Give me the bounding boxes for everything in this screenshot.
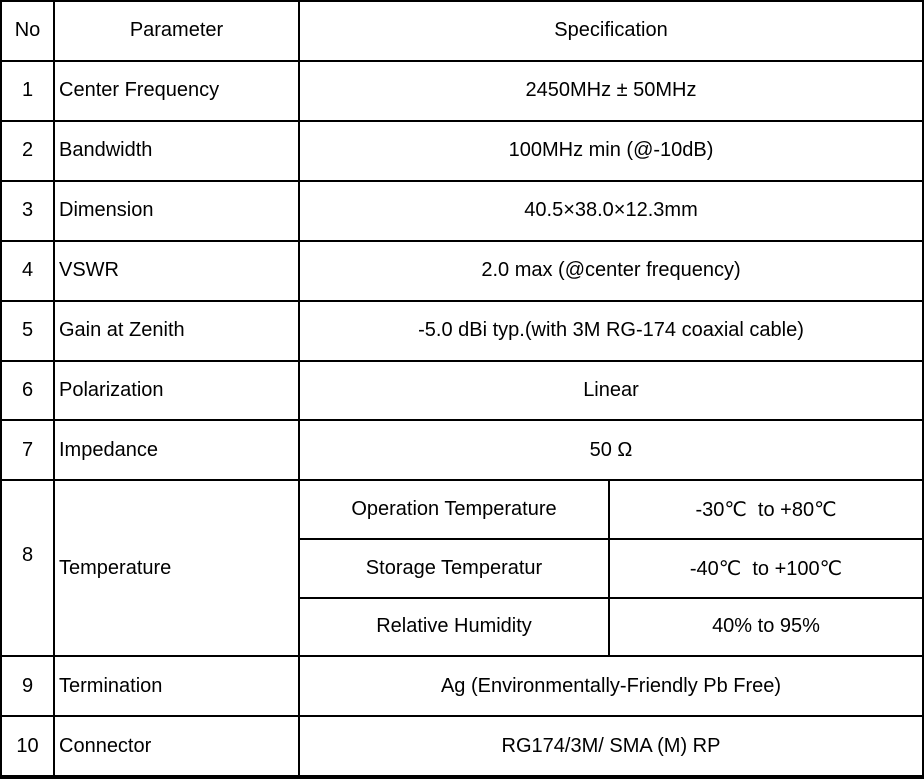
sub-name-cell: Operation Temperature (300, 481, 610, 538)
row-no-cell: 3 (2, 181, 55, 240)
specification-cell: 50 Ω (589, 438, 633, 461)
table-row: 1 Center Frequency 2450MHz ± 50MHz (2, 59, 922, 120)
sub-row: Operation Temperature -30℃ to +80℃ (300, 481, 922, 538)
row-no-cell: 7 (2, 421, 55, 480)
sub-value-cell: -30℃ to +80℃ (695, 499, 837, 522)
parameter-cell: VSWR (55, 241, 300, 300)
specification-cell: 2.0 max (@center frequency) (481, 259, 741, 282)
row-no-cell: 8 (2, 481, 55, 656)
specification-cell: 40.5×38.0×12.3mm (524, 199, 698, 222)
parameter-cell: Connector (55, 717, 300, 775)
row-no-cell: 9 (2, 657, 55, 716)
sub-name-cell: Relative Humidity (300, 598, 610, 656)
temperature-sub-table: Operation Temperature -30℃ to +80℃ Stora… (300, 481, 922, 656)
parameter-cell: Termination (55, 657, 300, 716)
sub-row: Relative Humidity 40% to 95% (300, 596, 922, 656)
row-no-cell: 2 (2, 121, 55, 180)
parameter-cell: Bandwidth (55, 121, 300, 180)
table-row-temperature: 8 Temperature Operation Temperature -30℃… (2, 479, 922, 656)
table-row: 3 Dimension 40.5×38.0×12.3mm (2, 179, 922, 240)
row-no-cell: 5 (2, 301, 55, 360)
row-no-cell: 1 (2, 61, 55, 120)
table-row: 6 Polarization Linear (2, 359, 922, 420)
specification-cell: -5.0 dBi typ.(with 3M RG-174 coaxial cab… (418, 319, 804, 342)
sub-name-cell: Storage Temperatur (300, 539, 610, 597)
parameter-cell: Impedance (55, 421, 300, 480)
sub-value-cell: -40℃ to +100℃ (689, 557, 843, 580)
row-no-cell: 10 (2, 717, 55, 775)
specification-cell: Ag (Environmentally-Friendly Pb Free) (440, 674, 782, 697)
parameter-cell: Dimension (55, 181, 300, 240)
row-no-cell: 4 (2, 241, 55, 300)
specification-cell: Linear (583, 378, 639, 401)
row-no-cell: 6 (2, 361, 55, 420)
table-row: 5 Gain at Zenith -5.0 dBi typ.(with 3M R… (2, 299, 922, 360)
header-no: No (2, 2, 55, 60)
specification-cell: 100MHz min (@-10dB) (508, 139, 714, 162)
parameter-cell: Polarization (55, 361, 300, 420)
specification-cell: 2450MHz ± 50MHz (525, 79, 697, 102)
sub-row: Storage Temperatur -40℃ to +100℃ (300, 537, 922, 597)
header-specification: Specification (554, 19, 668, 42)
parameter-cell: Center Frequency (55, 61, 300, 120)
table-row: 7 Impedance 50 Ω (2, 419, 922, 480)
parameter-cell: Gain at Zenith (55, 301, 300, 360)
specification-cell: RG174/3M/ SMA (M) RP (501, 734, 721, 757)
sub-value-cell: 40% to 95% (712, 615, 820, 638)
table-row: 2 Bandwidth 100MHz min (@-10dB) (2, 119, 922, 180)
table-row: 9 Termination Ag (Environmentally-Friend… (2, 655, 922, 716)
table-row: 10 Connector RG174/3M/ SMA (M) RP (2, 715, 922, 775)
header-row: No Parameter Specification (2, 2, 922, 60)
parameter-cell: Temperature (55, 481, 300, 656)
table-row: 4 VSWR 2.0 max (@center frequency) (2, 239, 922, 300)
header-parameter: Parameter (55, 2, 300, 60)
